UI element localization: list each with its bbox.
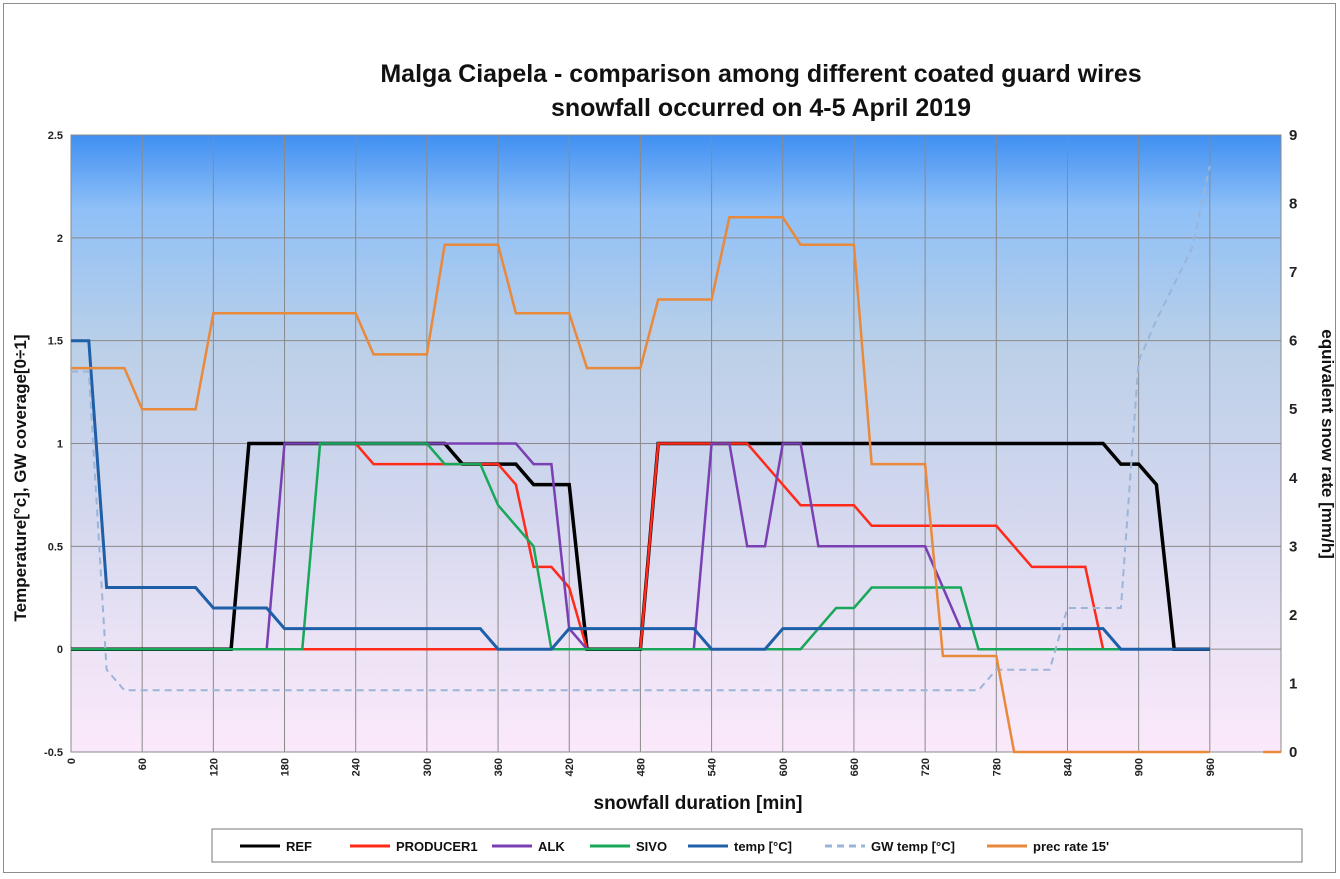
y-tick-left: 1.5 — [48, 336, 63, 348]
legend-label: PRODUCER1 — [396, 839, 478, 854]
x-tick: 660 — [849, 758, 861, 776]
y-tick-left: 0.5 — [48, 541, 63, 553]
x-tick: 720 — [920, 758, 932, 776]
y-axis-label-right: equivalent snow rate [mm/h] — [1318, 329, 1337, 559]
x-tick: 600 — [778, 758, 790, 776]
x-tick: 240 — [351, 758, 363, 776]
x-tick: 420 — [564, 758, 576, 776]
legend-item: temp [°C] — [688, 839, 792, 854]
x-tick: 900 — [1134, 758, 1146, 776]
y-tick-left: -0.5 — [44, 747, 63, 759]
legend-label: GW temp [°C] — [871, 839, 955, 854]
y-ticks-right: 0 1 2 3 4 5 6 7 8 9 — [1289, 127, 1298, 761]
series-line-sivo — [71, 442, 1210, 651]
legend-item: GW temp [°C] — [825, 839, 955, 854]
y-tick-right: 7 — [1289, 264, 1297, 281]
x-tick: 840 — [1062, 758, 1074, 776]
y-tick-right: 6 — [1289, 333, 1297, 350]
x-tick: 300 — [422, 758, 434, 776]
series-line-temp-c — [71, 339, 1210, 651]
plot-border — [70, 134, 1282, 753]
y-tick-right: 9 — [1289, 127, 1297, 144]
legend-item: SIVO — [590, 839, 667, 854]
y-tick-left: 1 — [57, 439, 63, 451]
legend-label: ALK — [538, 839, 565, 854]
y-tick-left: 0 — [57, 644, 63, 656]
series-line-alk — [71, 442, 1122, 651]
legend-label: temp [°C] — [734, 839, 792, 854]
series-line-producer1 — [71, 442, 1105, 651]
legend-item: ALK — [492, 839, 565, 854]
chart-title-line1: Malga Ciapela - comparison among differe… — [380, 60, 1141, 88]
x-tick: 540 — [707, 758, 719, 776]
series-line-gw-temp-c — [71, 165, 1211, 692]
x-tick: 60 — [137, 758, 149, 770]
legend-item: REF — [240, 839, 312, 854]
legend: REF PRODUCER1 ALK SIVO temp [°C] GW temp [°C]… — [240, 839, 1109, 854]
x-tick: 360 — [493, 758, 505, 776]
legend-box — [211, 828, 1303, 863]
legend-label: SIVO — [636, 839, 667, 854]
legend-item: prec rate 15' — [987, 839, 1109, 854]
series-line-prec-rate-15 — [71, 216, 1210, 754]
y-tick-right: 4 — [1289, 470, 1298, 487]
y-axis-label-left: Temperature[°c], GW coverage[0÷1] — [11, 335, 30, 622]
y-tick-right: 5 — [1289, 401, 1297, 418]
legend-label: REF — [286, 839, 312, 854]
y-tick-right: 1 — [1289, 675, 1297, 692]
series-line-producer1-seg1 — [354, 442, 589, 650]
y-tick-right: 8 — [1289, 196, 1297, 213]
y-tick-right: 3 — [1289, 538, 1297, 555]
x-ticks: 0 60 120 180 240 300 360 420 480 540 600 660 720 780 8… — [66, 758, 1217, 776]
x-tick: 960 — [1205, 758, 1217, 776]
x-tick: 180 — [280, 758, 292, 776]
y-tick-right: 2 — [1289, 607, 1297, 624]
y-tick-left: 2 — [57, 233, 63, 245]
y-tick-right: 0 — [1289, 744, 1297, 761]
x-tick: 120 — [208, 758, 220, 776]
legend-label: prec rate 15' — [1033, 839, 1109, 854]
y-ticks-left: -0.5 0 0.5 1 1.5 2 2.5 — [44, 130, 63, 759]
chart-title-line2: snowfall occurred on 4-5 April 2019 — [551, 94, 971, 122]
x-axis-label: snowfall duration [min] — [594, 793, 803, 814]
x-tick: 0 — [66, 758, 78, 764]
x-tick: 780 — [991, 758, 1003, 776]
y-tick-left: 2.5 — [48, 130, 63, 142]
x-tick: 480 — [635, 758, 647, 776]
series-layer — [71, 165, 1281, 754]
legend-item: PRODUCER1 — [350, 839, 478, 854]
